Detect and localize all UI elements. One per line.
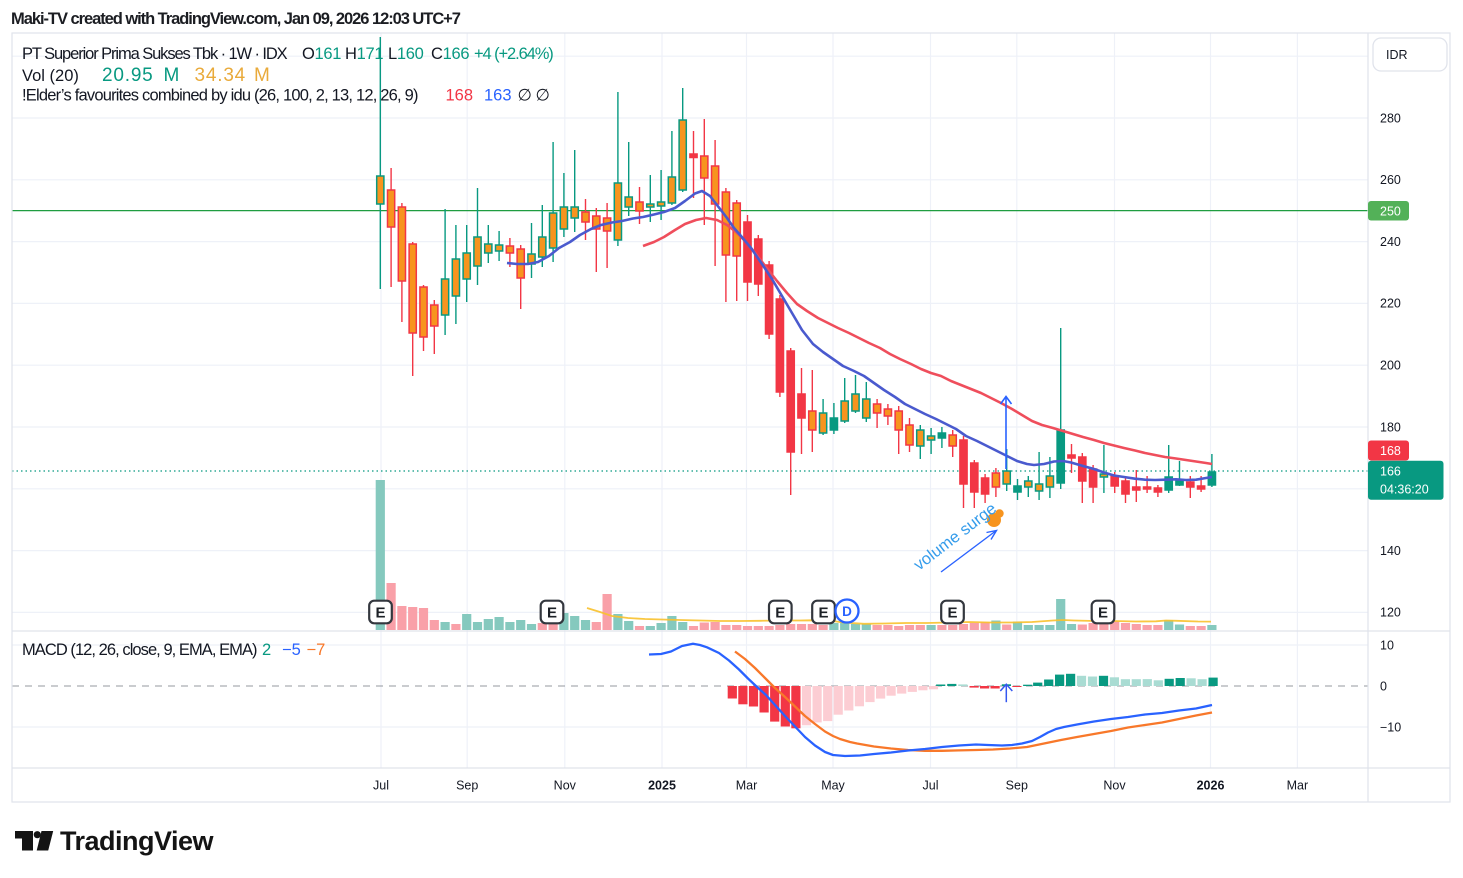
svg-text:Mar: Mar [1287, 779, 1309, 793]
svg-text:E: E [375, 605, 385, 622]
svg-text:Sep: Sep [1006, 779, 1028, 793]
svg-text:220: 220 [1380, 297, 1401, 311]
svg-text:−10: −10 [1380, 720, 1401, 734]
svg-text:Mar: Mar [736, 779, 758, 793]
svg-text:E: E [1098, 605, 1108, 622]
svg-text:250: 250 [1380, 204, 1401, 218]
svg-text:180: 180 [1380, 420, 1401, 434]
svg-text:Jul: Jul [923, 779, 939, 793]
svg-text:260: 260 [1380, 173, 1401, 187]
svg-text:200: 200 [1380, 359, 1401, 373]
svg-text:Nov: Nov [1103, 779, 1126, 793]
svg-text:120: 120 [1380, 606, 1401, 620]
svg-text:Jul: Jul [373, 779, 389, 793]
svg-text:2026: 2026 [1197, 779, 1225, 793]
svg-text:168: 168 [1380, 444, 1401, 458]
svg-text:280: 280 [1380, 111, 1401, 125]
svg-text:TradingView: TradingView [60, 826, 215, 856]
svg-text:10: 10 [1380, 638, 1394, 652]
svg-text:MACD (12, 26, close, 9, EMA, E: MACD (12, 26, close, 9, EMA, EMA) 2 −5 −7 [22, 641, 325, 659]
svg-text:240: 240 [1380, 235, 1401, 249]
svg-text:D: D [842, 604, 852, 619]
svg-text:May: May [821, 779, 845, 793]
svg-text:2025: 2025 [648, 779, 676, 793]
svg-text:IDR: IDR [1386, 48, 1408, 62]
svg-text:E: E [818, 605, 828, 622]
svg-text:140: 140 [1380, 544, 1401, 558]
svg-text:Sep: Sep [456, 779, 478, 793]
svg-text:166: 166 [1380, 464, 1401, 478]
svg-text:E: E [775, 605, 785, 622]
svg-text:0: 0 [1380, 679, 1387, 693]
svg-text:04:36:20: 04:36:20 [1380, 482, 1429, 496]
svg-text:!Elder’s favourites combined b: !Elder’s favourites combined by idu (26,… [22, 87, 550, 105]
svg-text:Maki-TV created with TradingVi: Maki-TV created with TradingView.com, Ja… [11, 10, 461, 28]
svg-text:E: E [547, 605, 557, 622]
svg-text:Nov: Nov [554, 779, 577, 793]
svg-text:E: E [947, 605, 957, 622]
